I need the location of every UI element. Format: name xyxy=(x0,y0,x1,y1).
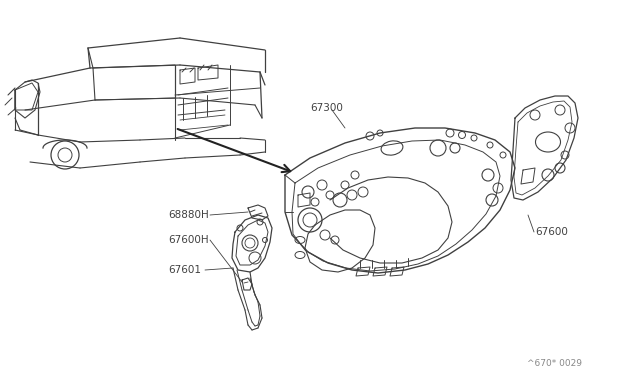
Text: 68880H: 68880H xyxy=(168,210,209,220)
Text: 67601: 67601 xyxy=(168,265,201,275)
Text: 67300: 67300 xyxy=(310,103,343,113)
Text: ^670* 0029: ^670* 0029 xyxy=(527,359,582,368)
Text: 67600H: 67600H xyxy=(168,235,209,245)
Text: 67600: 67600 xyxy=(535,227,568,237)
